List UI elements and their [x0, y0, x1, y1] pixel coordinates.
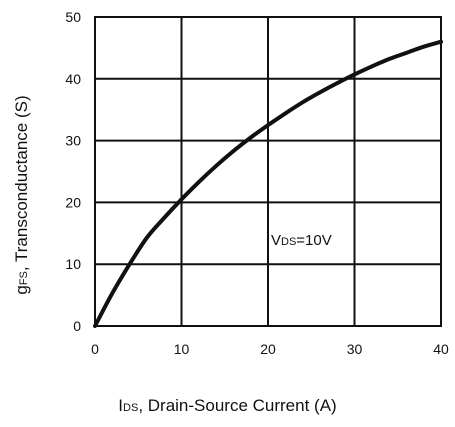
series-layer	[93, 39, 443, 328]
y-axis-label: gFS, Transconductance (S)	[12, 95, 31, 295]
transconductance-curve	[93, 39, 443, 328]
x-tick-label: 0	[91, 341, 99, 357]
x-tick-labels: 0 10 20 30 40	[91, 341, 449, 357]
grid	[95, 17, 441, 326]
x-tick-label: 20	[260, 341, 276, 357]
x-tick-label: 30	[347, 341, 363, 357]
y-tick-labels: 0 10 20 30 40 50	[65, 9, 81, 334]
y-tick-label: 30	[65, 133, 81, 149]
y-tick-label: 10	[65, 256, 81, 272]
plot-frame	[94, 16, 442, 327]
y-tick-label: 40	[65, 71, 81, 87]
x-tick-label: 40	[433, 341, 449, 357]
y-tick-label: 0	[73, 318, 81, 334]
vds-annotation: VDS=10V	[271, 232, 332, 249]
y-tick-label: 20	[65, 194, 81, 210]
x-axis-label: IDS, Drain-Source Current (A)	[118, 396, 337, 415]
x-tick-label: 10	[174, 341, 190, 357]
y-tick-label: 50	[65, 9, 81, 25]
